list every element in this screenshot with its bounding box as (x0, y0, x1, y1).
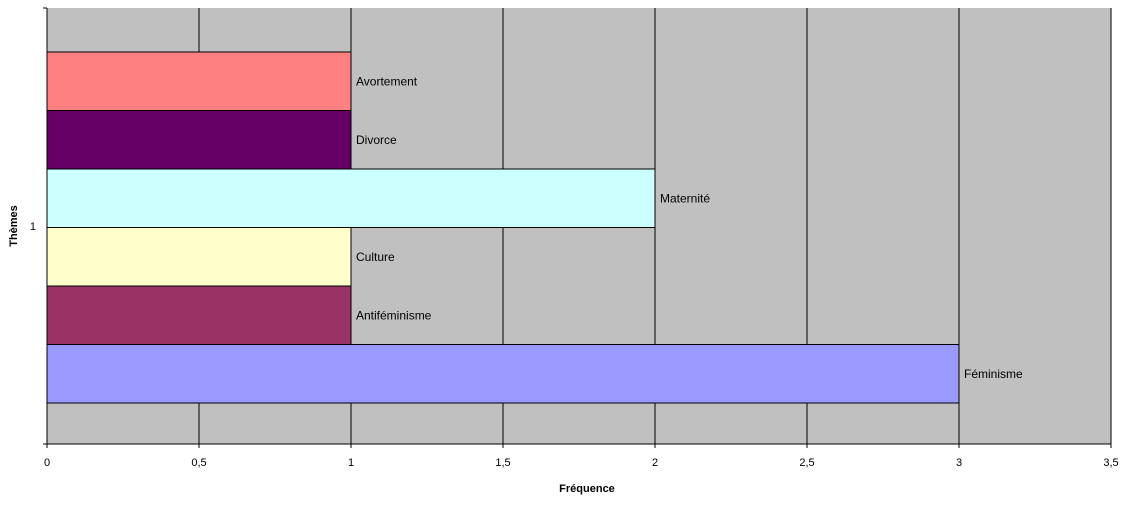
bar-antifeminisme (46, 285, 352, 345)
y-tick-label: 1 (30, 221, 36, 233)
x-tick-label: 3,5 (1103, 457, 1118, 469)
x-tick-label: 1 (348, 457, 354, 469)
bar-feminisme (46, 344, 960, 404)
bar-labels-group: Avortement Divorce Maternité Culture Antifém… (356, 74, 1023, 381)
x-tick-label: 1,5 (495, 457, 510, 469)
bar-label-maternite: Maternité (660, 191, 710, 205)
bar-label-feminisme: Féminisme (964, 367, 1023, 381)
bar-divorce (46, 110, 352, 170)
bar-culture (46, 227, 352, 287)
x-tick-labels: 0 0,5 1 1,5 2 2,5 3 3,5 (44, 457, 1119, 469)
x-axis-label: Fréquence (559, 483, 615, 495)
bar-label-divorce: Divorce (356, 133, 397, 147)
x-tick-label: 0 (44, 457, 50, 469)
axes-group (43, 7, 1112, 448)
x-tick-label: 3 (956, 457, 962, 469)
bar-label-culture: Culture (356, 250, 395, 264)
y-axis-label: Thèmes (8, 205, 20, 247)
bar-avortement (46, 51, 352, 111)
bar-label-antifeminisme: Antiféminisme (356, 308, 432, 322)
bars-group (46, 51, 960, 404)
x-tick-label: 0,5 (191, 457, 206, 469)
x-tick-label: 2 (652, 457, 658, 469)
bar-maternite (46, 168, 656, 228)
x-tick-label: 2,5 (799, 457, 814, 469)
bar-label-avortement: Avortement (356, 74, 418, 88)
